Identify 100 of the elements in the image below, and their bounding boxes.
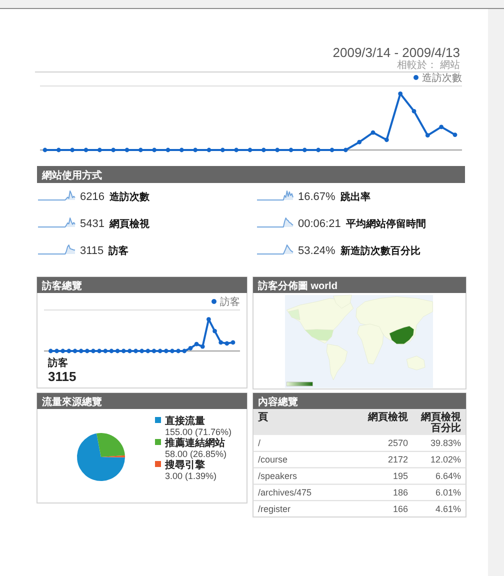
- text: 5431: [80, 218, 104, 230]
- text: /archives/475: [258, 487, 312, 498]
- point: [206, 317, 211, 322]
- point: [42, 148, 48, 152]
- text: 網頁檢視: [367, 411, 409, 423]
- point: [84, 148, 88, 152]
- legend-label: 造訪次數: [422, 72, 462, 84]
- text: 網頁檢視: [108, 218, 150, 230]
- chart-title: 訪客總覽: [41, 280, 82, 292]
- text: 網頁檢視百分比: [420, 411, 462, 434]
- text: /: [258, 438, 261, 448]
- text: 造訪次數: [108, 191, 150, 203]
- point: [218, 340, 224, 345]
- text: 00:06:21: [298, 218, 341, 230]
- point: [158, 348, 162, 354]
- point: [452, 132, 458, 137]
- point: [109, 348, 114, 354]
- point: [84, 348, 90, 354]
- text: 訪客: [47, 357, 68, 369]
- text: 186: [392, 487, 408, 498]
- point: [212, 328, 217, 334]
- point: [370, 130, 376, 135]
- text: 16.67%: [298, 191, 336, 203]
- point: [60, 348, 66, 354]
- point: [121, 348, 126, 354]
- data-label: 3.00 (1.39%): [165, 471, 217, 481]
- text: 195: [392, 471, 408, 481]
- point: [230, 340, 236, 345]
- point: [91, 348, 96, 354]
- point: [170, 348, 174, 354]
- point: [164, 348, 168, 354]
- text: /speakers: [258, 471, 298, 481]
- text: 2570: [388, 438, 408, 448]
- text: 6.01%: [435, 487, 461, 498]
- pie-slice: [96, 433, 125, 457]
- text: 12.02%: [430, 454, 461, 465]
- point: [412, 108, 416, 114]
- text: 訪客: [108, 245, 129, 257]
- text: 6.64%: [435, 471, 461, 481]
- point: [152, 148, 157, 152]
- point: [103, 348, 108, 354]
- text: 訪客分佈圖 world: [257, 280, 338, 292]
- text: /register: [258, 504, 291, 514]
- point: [124, 148, 130, 152]
- legend-label: 訪客: [220, 296, 240, 308]
- text: 跳出率: [339, 191, 370, 203]
- point: [48, 348, 53, 354]
- point: [439, 124, 444, 130]
- legend-label: 搜尋引擎: [164, 459, 206, 471]
- point: [72, 348, 78, 354]
- pie-slice: [77, 433, 125, 481]
- text: 平均網站停留時間: [344, 218, 426, 230]
- point: [206, 148, 212, 152]
- text: 39.83%: [430, 438, 461, 448]
- point: [316, 148, 321, 152]
- text: 新造訪次數百分比: [339, 245, 420, 257]
- point: [220, 148, 225, 152]
- point: [188, 346, 193, 350]
- point: [115, 348, 120, 354]
- point: [134, 348, 138, 354]
- point: [111, 148, 116, 152]
- text: 4.61%: [435, 504, 461, 514]
- point: [146, 348, 150, 354]
- legend-label: 推薦連結網站: [164, 437, 225, 449]
- point: [224, 341, 230, 346]
- data-label: 58.00 (26.85%): [165, 449, 227, 459]
- point: [97, 148, 102, 152]
- point: [343, 148, 348, 152]
- data-label: 155.00 (71.76%): [165, 427, 232, 437]
- point: [261, 148, 266, 152]
- point: [425, 133, 430, 138]
- point: [127, 348, 132, 354]
- text: 內容總覽: [258, 396, 298, 408]
- legend-label: 直接流量: [164, 415, 205, 427]
- point: [248, 148, 252, 152]
- chart-title: 2009/3/14 - 2009/4/13: [332, 45, 460, 60]
- chart-subtitle: 相較於： 網站: [397, 59, 460, 71]
- point: [194, 342, 199, 346]
- point: [182, 348, 187, 354]
- point: [176, 348, 181, 354]
- point: [179, 148, 184, 152]
- text: 3115: [80, 245, 104, 257]
- point: [78, 348, 84, 354]
- text: 166: [392, 504, 408, 514]
- point: [138, 148, 143, 152]
- point: [152, 348, 156, 354]
- point: [140, 348, 144, 354]
- point: [330, 148, 334, 152]
- point: [56, 148, 61, 152]
- point: [275, 148, 280, 152]
- text: 頁: [257, 412, 268, 423]
- point: [302, 148, 307, 152]
- point: [166, 148, 170, 152]
- text: 網站使用方式: [41, 170, 102, 182]
- point: [234, 148, 239, 152]
- text: 6216: [80, 191, 104, 203]
- text: 53.24%: [298, 245, 336, 257]
- point: [357, 140, 362, 144]
- point: [70, 148, 75, 152]
- point: [288, 148, 294, 152]
